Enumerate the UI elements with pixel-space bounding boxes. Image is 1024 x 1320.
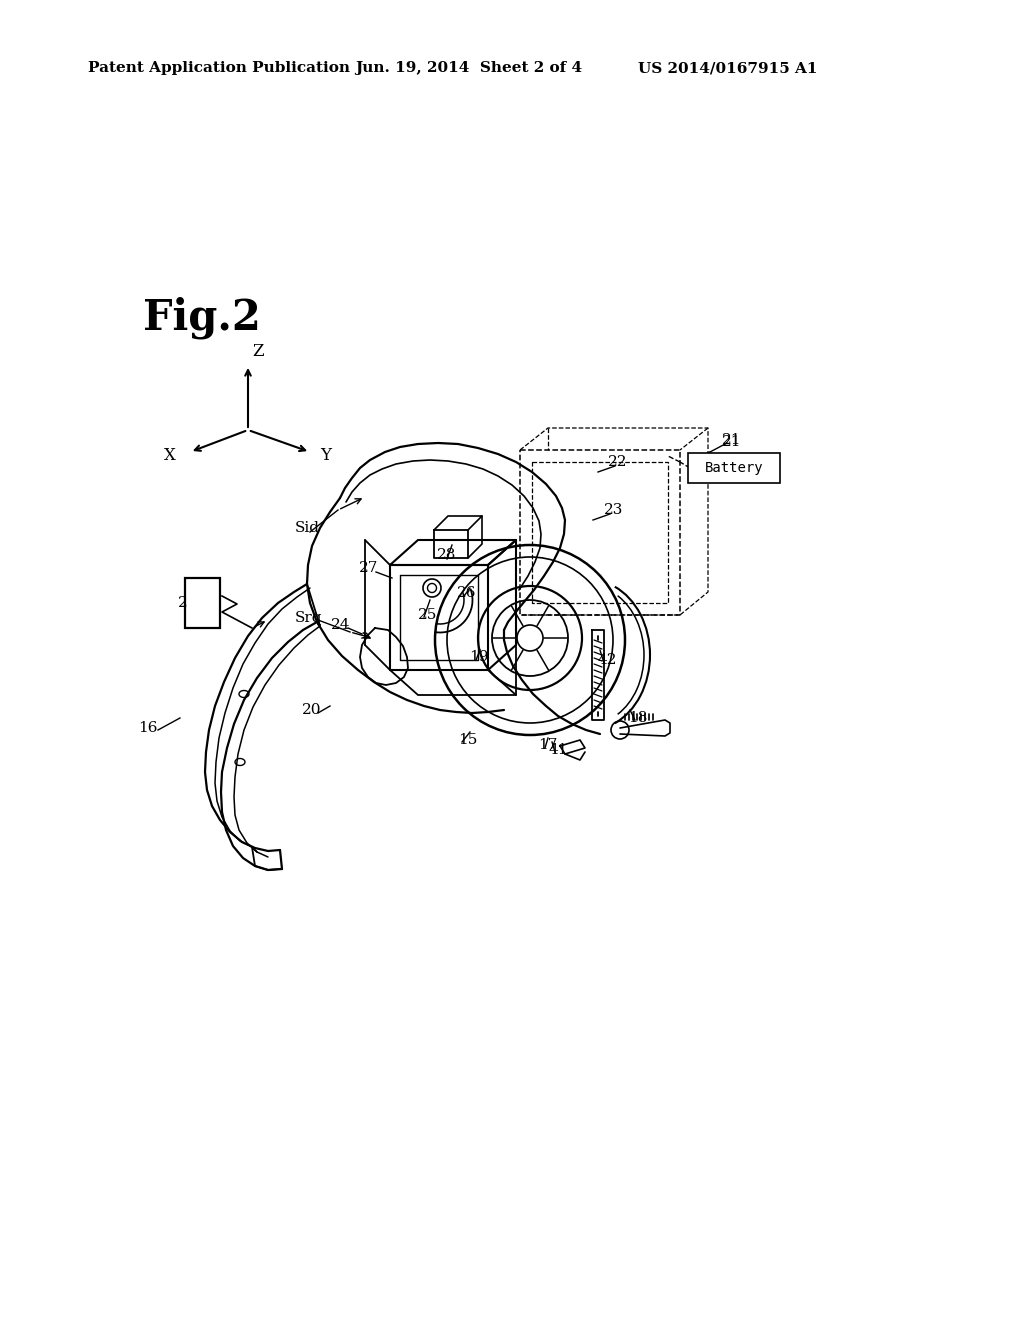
Text: X: X [164, 447, 176, 465]
Text: 25: 25 [419, 609, 437, 622]
Text: 17: 17 [539, 738, 558, 752]
Text: 24: 24 [331, 618, 351, 632]
Text: 21: 21 [722, 436, 741, 449]
Text: 22: 22 [608, 455, 628, 469]
Text: 19: 19 [469, 649, 488, 664]
Text: Jun. 19, 2014  Sheet 2 of 4: Jun. 19, 2014 Sheet 2 of 4 [355, 61, 582, 75]
Text: 42: 42 [597, 653, 616, 667]
Text: 18: 18 [629, 711, 648, 725]
Text: Srq: Srq [295, 611, 323, 624]
Text: Z: Z [252, 343, 263, 360]
Text: 15: 15 [459, 733, 477, 747]
Text: 2: 2 [178, 597, 187, 610]
Text: Battery: Battery [705, 461, 763, 475]
Text: Patent Application Publication: Patent Application Publication [88, 61, 350, 75]
Text: Y: Y [319, 447, 331, 465]
Text: 16: 16 [138, 721, 158, 735]
FancyBboxPatch shape [688, 453, 780, 483]
Text: US 2014/0167915 A1: US 2014/0167915 A1 [638, 61, 817, 75]
Text: 23: 23 [604, 503, 624, 517]
Text: 28: 28 [437, 548, 457, 562]
FancyBboxPatch shape [185, 578, 220, 628]
Text: 41: 41 [548, 743, 567, 756]
Text: Sid: Sid [295, 521, 319, 535]
Text: 20: 20 [302, 704, 322, 717]
Text: Fig.2: Fig.2 [143, 297, 261, 339]
Text: 26: 26 [458, 586, 477, 601]
Text: 27: 27 [359, 561, 379, 576]
Text: 21: 21 [722, 433, 741, 447]
